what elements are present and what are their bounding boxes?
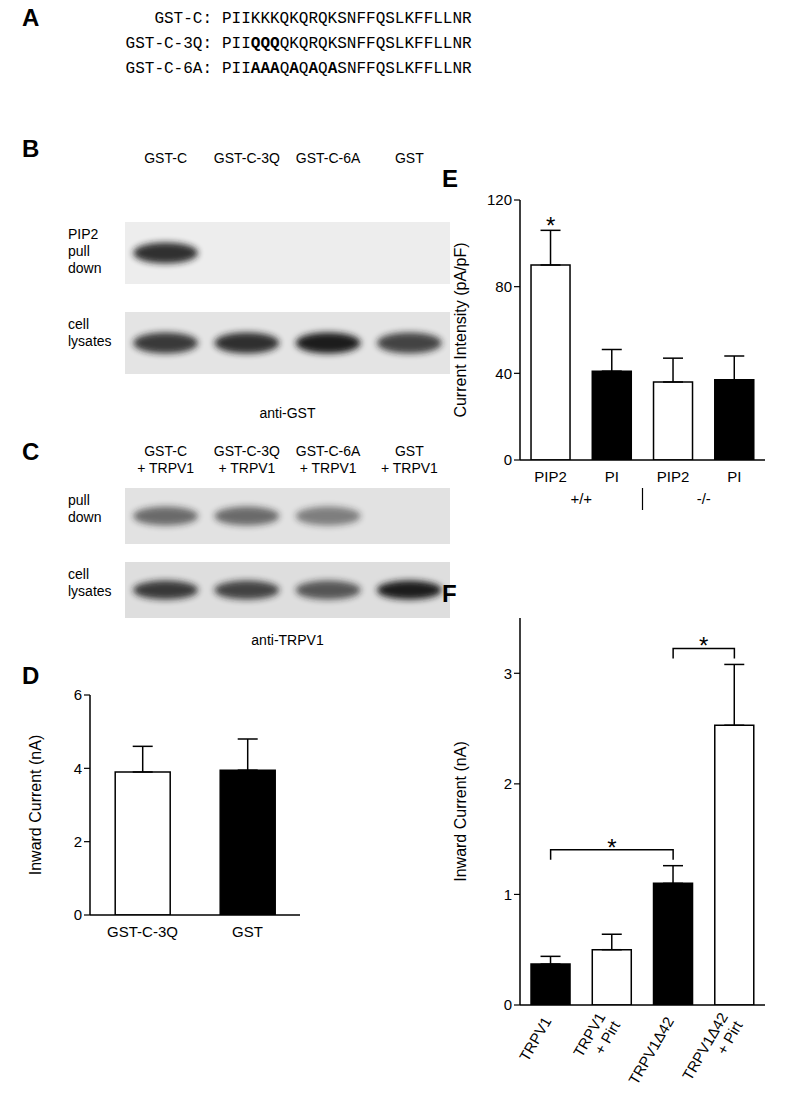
html-text:anti-GST: anti-GST bbox=[259, 405, 316, 421]
svg-text:0: 0 bbox=[504, 996, 512, 1013]
svg-text:GST: GST bbox=[232, 923, 263, 940]
svg-text:PI: PI bbox=[605, 468, 619, 485]
html-text:down: down bbox=[68, 509, 102, 525]
html-text:pull: pull bbox=[68, 492, 90, 508]
html-text:lysates: lysates bbox=[68, 333, 112, 349]
html-text:+ TRPV1: + TRPV1 bbox=[218, 460, 276, 476]
svg-text:Inward Current (nA): Inward Current (nA) bbox=[452, 741, 469, 882]
html-text:PIIKKKQKQRQKSNFFQSLKFFLLNR: PIIKKKQKQRQKSNFFQSLKFFLLNR bbox=[222, 10, 472, 28]
html-text:GST-C: GST-C bbox=[144, 150, 187, 166]
svg-text:120: 120 bbox=[487, 191, 512, 208]
svg-text:0: 0 bbox=[74, 906, 82, 923]
svg-text:80: 80 bbox=[495, 278, 512, 295]
html-text:cell: cell bbox=[68, 316, 89, 332]
svg-text:Inward Current (nA): Inward Current (nA) bbox=[27, 735, 44, 876]
html-text:GST-C: GST-C bbox=[144, 443, 187, 459]
svg-text:+/+: +/+ bbox=[570, 490, 592, 507]
html-text:A: A bbox=[22, 4, 40, 31]
svg-text:0: 0 bbox=[504, 451, 512, 468]
svg-text:-/-: -/- bbox=[697, 490, 711, 507]
svg-text:*: * bbox=[699, 632, 708, 659]
svg-text:TRPV1: TRPV1 bbox=[516, 1014, 555, 1064]
html-text:GST-C-3Q:: GST-C-3Q: bbox=[125, 35, 212, 53]
html-text:GST-C-6A: GST-C-6A bbox=[295, 443, 361, 459]
html-text:C: C bbox=[22, 438, 40, 465]
svg-text:PI: PI bbox=[727, 468, 741, 485]
html-text:PII AAA Q A Q A Q A SNFFQSLKFF: PII AAA Q A Q A Q A SNFFQSLKFFLLNR bbox=[222, 60, 472, 78]
svg-text:4: 4 bbox=[74, 760, 82, 777]
html-text:D: D bbox=[22, 662, 40, 689]
html-text:GST-C-6A:: GST-C-6A: bbox=[125, 60, 212, 78]
html-text:GST: GST bbox=[395, 150, 424, 166]
html-text:B: B bbox=[22, 135, 40, 162]
html-text:+ TRPV1: + TRPV1 bbox=[137, 460, 195, 476]
html-text:PII QQQ QKQRQKSNFFQSLKFFLLNR: PII QQQ QKQRQKSNFFQSLKFFLLNR bbox=[222, 35, 472, 53]
svg-text:6: 6 bbox=[74, 686, 82, 703]
svg-text:2: 2 bbox=[504, 775, 512, 792]
html-text:F: F bbox=[442, 580, 457, 607]
html-text:pull: pull bbox=[68, 243, 90, 259]
html-text:PIP2: PIP2 bbox=[68, 226, 99, 242]
svg-text:PIP2: PIP2 bbox=[534, 468, 567, 485]
svg-text:3: 3 bbox=[504, 665, 512, 682]
html-text:anti-TRPV1: anti-TRPV1 bbox=[251, 632, 324, 648]
svg-text:GST-C-3Q: GST-C-3Q bbox=[107, 923, 178, 940]
svg-text:40: 40 bbox=[495, 365, 512, 382]
svg-text:PIP2: PIP2 bbox=[657, 468, 690, 485]
svg-text:TRPV1Δ42+ Pirt: TRPV1Δ42+ Pirt bbox=[679, 1009, 746, 1092]
html-text:GST-C-6A: GST-C-6A bbox=[295, 150, 361, 166]
html-text:GST-C:: GST-C: bbox=[154, 10, 212, 28]
html-text:cell: cell bbox=[68, 566, 89, 582]
html-text:lysates: lysates bbox=[68, 583, 112, 599]
svg-text:2: 2 bbox=[74, 833, 82, 850]
svg-text:TRPV1+ Pirt: TRPV1+ Pirt bbox=[570, 1009, 624, 1069]
svg-text:*: * bbox=[546, 212, 555, 239]
html-text:+ TRPV1: + TRPV1 bbox=[380, 460, 438, 476]
html-text:GST-C-3Q: GST-C-3Q bbox=[213, 443, 280, 459]
html-text:GST: GST bbox=[395, 443, 424, 459]
svg-text:1: 1 bbox=[504, 886, 512, 903]
svg-text:*: * bbox=[607, 834, 616, 861]
html-text:E: E bbox=[442, 165, 458, 192]
svg-text:TRPV1Δ42: TRPV1Δ42 bbox=[625, 1014, 677, 1088]
html-text:GST-C-3Q: GST-C-3Q bbox=[213, 150, 280, 166]
html-text:down: down bbox=[68, 260, 102, 276]
svg-text:Current Intensity (pA/pF): Current Intensity (pA/pF) bbox=[452, 242, 469, 417]
html-text:+ TRPV1: + TRPV1 bbox=[299, 460, 357, 476]
